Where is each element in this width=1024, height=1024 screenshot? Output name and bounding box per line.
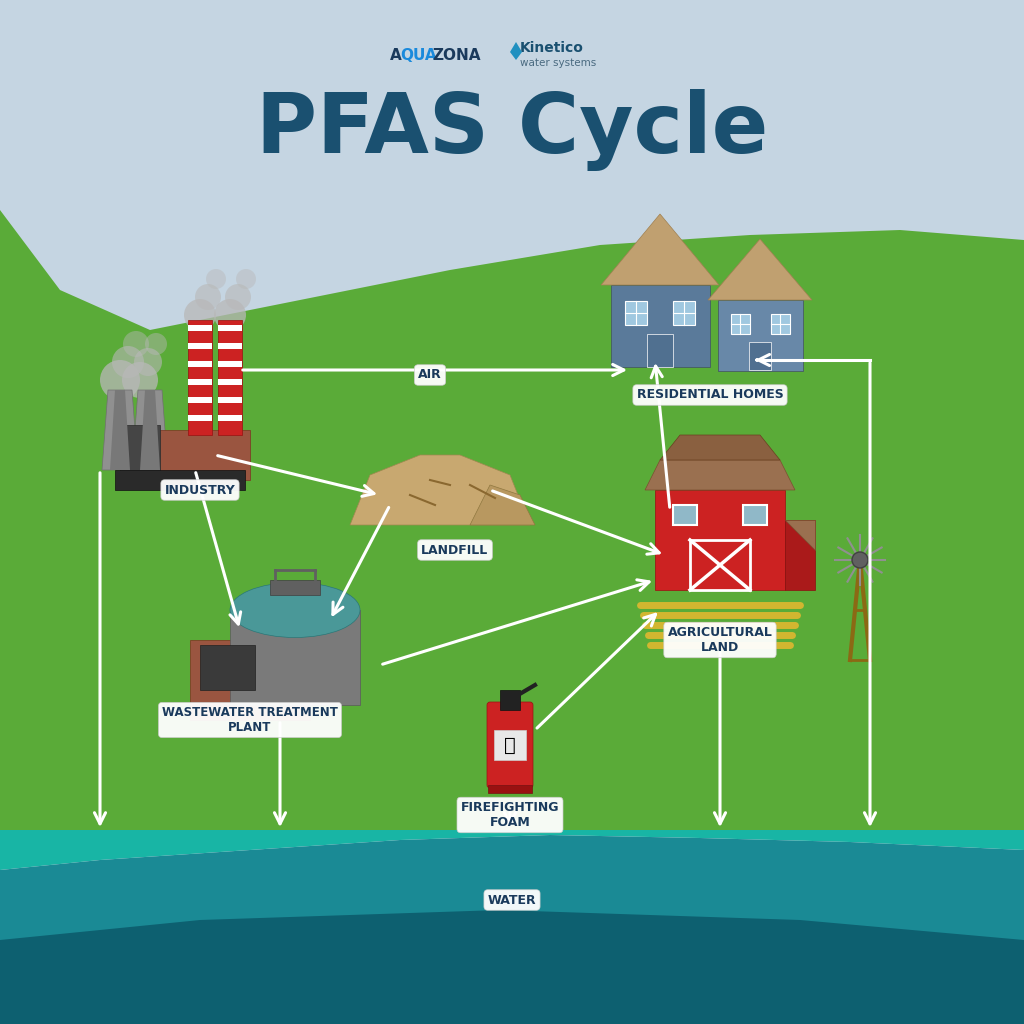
- FancyBboxPatch shape: [487, 702, 534, 788]
- Text: AGRICULTURAL
LAND: AGRICULTURAL LAND: [668, 626, 772, 654]
- Bar: [188, 397, 212, 403]
- Bar: [188, 319, 212, 435]
- Circle shape: [134, 348, 162, 376]
- Bar: [500, 690, 520, 710]
- Bar: [218, 319, 242, 435]
- Bar: [218, 379, 242, 385]
- Text: PFAS Cycle: PFAS Cycle: [256, 89, 768, 171]
- Polygon shape: [645, 460, 795, 490]
- Text: Kinetico: Kinetico: [520, 41, 584, 55]
- Bar: [218, 325, 242, 331]
- Bar: [771, 314, 790, 334]
- Text: water systems: water systems: [520, 58, 596, 68]
- Bar: [218, 397, 242, 403]
- Polygon shape: [132, 390, 168, 470]
- Circle shape: [195, 284, 221, 310]
- Bar: [611, 285, 710, 367]
- Bar: [743, 505, 767, 525]
- Text: QUA: QUA: [400, 47, 436, 62]
- Bar: [115, 470, 245, 490]
- Bar: [647, 334, 673, 367]
- Bar: [731, 314, 750, 334]
- Text: 🔥: 🔥: [504, 735, 516, 755]
- Bar: [230, 610, 360, 705]
- Bar: [655, 490, 785, 590]
- Polygon shape: [601, 214, 719, 285]
- Bar: [718, 300, 803, 371]
- Polygon shape: [0, 0, 1024, 570]
- Polygon shape: [140, 390, 160, 470]
- Text: WASTEWATER TREATMENT
PLANT: WASTEWATER TREATMENT PLANT: [162, 706, 338, 734]
- Circle shape: [206, 269, 226, 289]
- Bar: [188, 325, 212, 331]
- Text: INDUSTRY: INDUSTRY: [165, 483, 236, 497]
- Polygon shape: [0, 910, 1024, 1024]
- Bar: [190, 640, 310, 720]
- Polygon shape: [470, 485, 535, 525]
- Circle shape: [123, 331, 150, 357]
- Text: AIR: AIR: [418, 369, 442, 382]
- Circle shape: [184, 299, 216, 331]
- Bar: [120, 425, 160, 485]
- Bar: [188, 343, 212, 349]
- Circle shape: [225, 284, 251, 310]
- Bar: [785, 520, 815, 590]
- Text: LANDFILL: LANDFILL: [421, 544, 488, 556]
- Bar: [140, 430, 250, 480]
- Polygon shape: [708, 239, 812, 300]
- Polygon shape: [0, 830, 1024, 870]
- Polygon shape: [785, 520, 815, 550]
- Bar: [749, 342, 771, 370]
- Circle shape: [852, 552, 868, 568]
- Bar: [673, 505, 697, 525]
- Bar: [270, 580, 319, 595]
- Text: WATER: WATER: [487, 894, 537, 906]
- Bar: [188, 415, 212, 421]
- Polygon shape: [0, 835, 1024, 1024]
- Polygon shape: [350, 455, 530, 525]
- Bar: [188, 379, 212, 385]
- Bar: [200, 645, 255, 690]
- Circle shape: [214, 299, 246, 331]
- Text: FIREFIGHTING
FOAM: FIREFIGHTING FOAM: [461, 801, 559, 829]
- Bar: [218, 415, 242, 421]
- Circle shape: [145, 333, 167, 355]
- Bar: [494, 730, 526, 760]
- Bar: [625, 301, 647, 325]
- Polygon shape: [660, 435, 780, 460]
- Circle shape: [112, 346, 144, 378]
- Bar: [188, 361, 212, 367]
- Bar: [488, 785, 532, 793]
- Bar: [673, 301, 695, 325]
- Text: RESIDENTIAL HOMES: RESIDENTIAL HOMES: [637, 388, 783, 401]
- Bar: [690, 540, 750, 590]
- Circle shape: [122, 362, 158, 398]
- Bar: [218, 343, 242, 349]
- Polygon shape: [510, 42, 522, 60]
- Circle shape: [100, 360, 140, 400]
- Circle shape: [236, 269, 256, 289]
- Text: ZONA: ZONA: [432, 47, 480, 62]
- Text: A: A: [390, 47, 401, 62]
- Bar: [218, 361, 242, 367]
- Polygon shape: [110, 390, 130, 470]
- Polygon shape: [0, 210, 1024, 830]
- Ellipse shape: [230, 583, 360, 638]
- Polygon shape: [102, 390, 138, 470]
